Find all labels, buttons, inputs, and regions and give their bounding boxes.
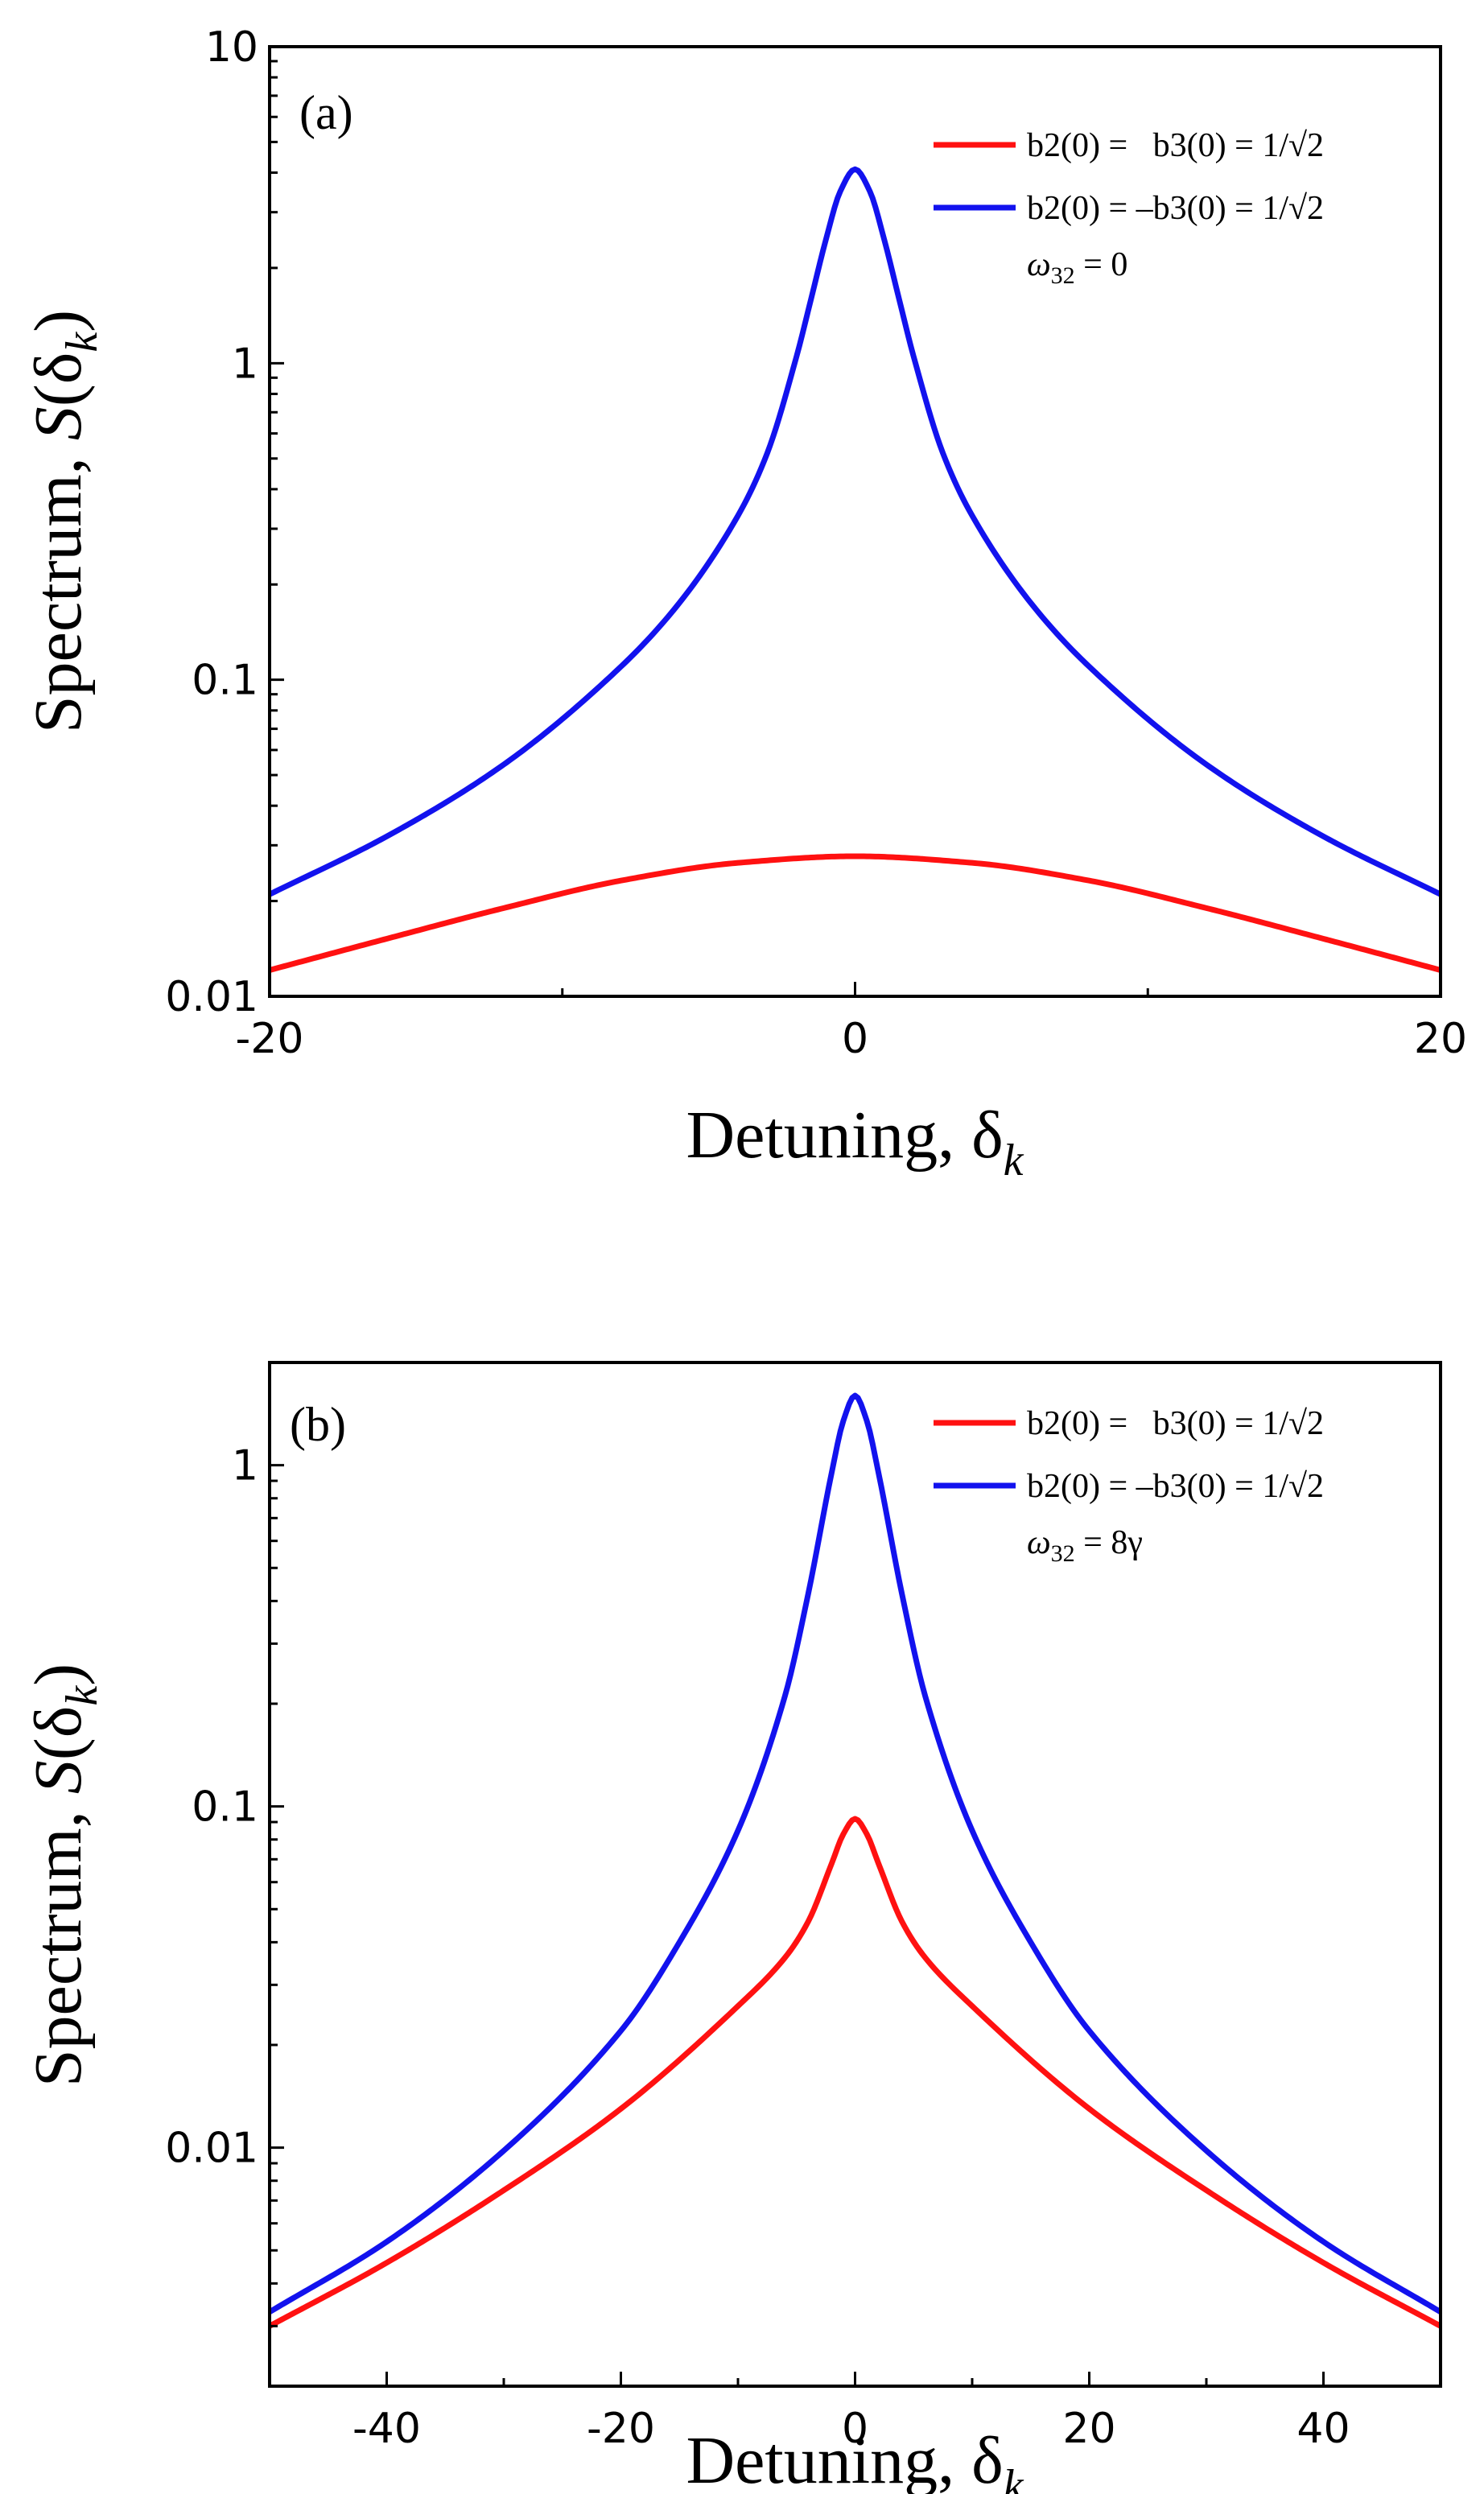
y-axis-label-close-b: ) <box>21 1663 96 1686</box>
y-axis-label-s-b: S <box>21 1760 96 1794</box>
x-axis-label-sub-a: k <box>1004 1136 1024 1185</box>
x-tick-label: -20 <box>587 2405 655 2453</box>
x-tick-label: 0 <box>842 2405 868 2453</box>
y-axis-label-open-a: (δ <box>21 352 96 407</box>
y-tick-label: 0.01 <box>165 2125 258 2173</box>
x-axis-label-main-b: Detuning, δ <box>686 2423 1003 2494</box>
x-tick-label: -20 <box>236 1015 304 1063</box>
series-line-blue <box>270 1392 1441 2315</box>
x-tick-label: 40 <box>1296 2405 1350 2453</box>
x-axis-label-sub-b: k <box>1004 2461 1024 2494</box>
series-line-red <box>270 1816 1441 2329</box>
legend-a: b2(0) = b3(0) = 1/√2 b2(0) = –b3(0) = 1/… <box>934 127 1324 289</box>
y-axis-label-s-a: S <box>21 406 96 440</box>
y-axis-label-sub-b: k <box>57 1685 107 1706</box>
panel-a: -20 0 20 0.01 0.1 1 10 (a) b2(0) = b3(0) = 1/… <box>21 23 1467 1185</box>
x-tick-label: 20 <box>1062 2405 1115 2453</box>
legend-note-b: ω32 = 8γ <box>1027 1524 1143 1567</box>
note-sub-b: 32 <box>1051 1540 1075 1567</box>
y-axis-label-main-b: Spectrum, <box>21 1794 96 2087</box>
plot-frame-b <box>268 1361 1442 2388</box>
x-tick-label: -40 <box>352 2405 421 2453</box>
y-axis-label-main-a: Spectrum, <box>21 440 96 733</box>
x-tick-label: 20 <box>1414 1015 1467 1063</box>
y-tick-label: 1 <box>232 340 258 388</box>
y-axis-label-b: Spectrum, S(δk) <box>21 1663 107 2087</box>
note-rest-a: = 0 <box>1075 246 1128 283</box>
legend-label-red: b2(0) = b3(0) = 1/√2 <box>1027 127 1324 164</box>
y-axis-label-close-a: ) <box>21 310 96 332</box>
legend-label-blue: b2(0) = –b3(0) = 1/√2 <box>1027 190 1324 227</box>
x-tick-label: 0 <box>842 1015 868 1063</box>
y-axis-label-open-b: (δ <box>21 1706 96 1761</box>
x-axis-label-a: Detuning, δk <box>686 1098 1024 1185</box>
note-symbol-a: ω <box>1027 246 1051 283</box>
y-tick-label: 0.1 <box>192 657 258 705</box>
note-symbol-b: ω <box>1027 1524 1051 1561</box>
panel-label-a: (a) <box>299 86 353 139</box>
note-rest-b: = 8γ <box>1075 1524 1143 1561</box>
legend-b: b2(0) = b3(0) = 1/√2 b2(0) = –b3(0) = 1/… <box>934 1405 1324 1567</box>
y-tick-label: 0.01 <box>165 973 258 1021</box>
series-line-blue <box>270 166 1441 897</box>
series-line-red <box>270 853 1441 973</box>
panel-label-b: (b) <box>290 1398 346 1451</box>
legend-label-blue: b2(0) = –b3(0) = 1/√2 <box>1027 1468 1324 1505</box>
y-tick-label: 1 <box>232 1442 258 1490</box>
y-tick-label: 10 <box>205 23 258 72</box>
legend-label-red: b2(0) = b3(0) = 1/√2 <box>1027 1405 1324 1442</box>
panel-b: -40 -20 0 20 40 0.01 0.1 1 (b) b2(0) = b3(0) =… <box>21 1361 1442 2494</box>
note-sub-a: 32 <box>1051 262 1075 289</box>
x-axis-label-b: Detuning, δk <box>686 2423 1024 2494</box>
legend-note-a: ω32 = 0 <box>1027 246 1127 289</box>
y-tick-label: 0.1 <box>192 1783 258 1832</box>
y-axis-label-a: Spectrum, S(δk) <box>21 310 107 733</box>
y-axis-label-sub-a: k <box>57 332 107 352</box>
x-axis-label-main-a: Detuning, δ <box>686 1098 1003 1173</box>
